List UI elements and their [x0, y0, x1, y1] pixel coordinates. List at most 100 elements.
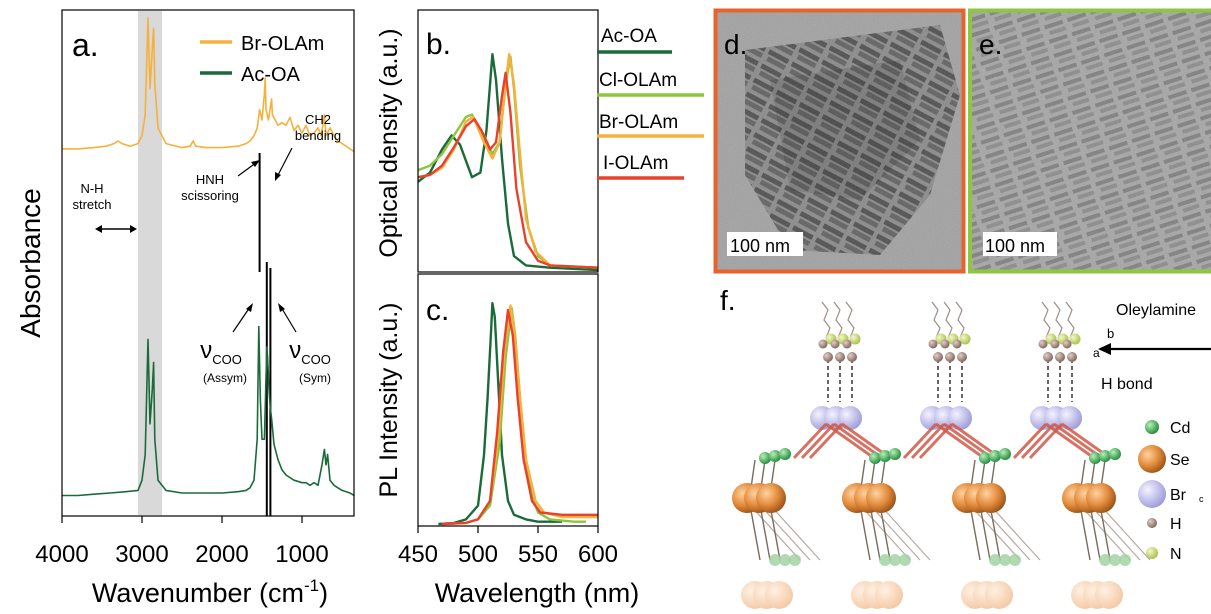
ligand-chain	[1053, 301, 1063, 339]
panel-label-a: a.	[72, 27, 99, 63]
br-cd-bond	[792, 422, 828, 460]
se-atom	[976, 483, 1006, 513]
cd-se-bond	[1089, 504, 1101, 561]
pointer-arrow-head	[1098, 343, 1111, 355]
panel-b: b. Optical density (a.u.) Ac-OA Cl-OLAm …	[375, 9, 704, 273]
n-legend-swatch	[1146, 547, 1158, 559]
assym-label: (Assym)	[203, 371, 247, 385]
legend-label-br-olam: Br-OLAm	[599, 112, 678, 133]
cd-legend-swatch	[1145, 420, 1159, 434]
legend-label-cl-olam: Cl-OLAm	[599, 70, 677, 91]
br-cd-bond	[1028, 422, 1064, 460]
cd-atom	[759, 452, 771, 464]
series-line-i-olam	[418, 71, 598, 269]
image-frame-e	[968, 8, 1211, 274]
series-line-i-olam	[441, 308, 598, 526]
cd-se-bond	[769, 504, 821, 561]
h-atom	[1067, 352, 1077, 362]
cd-atom	[879, 450, 891, 462]
nh-arrow-left-head	[95, 225, 102, 233]
cd-atom	[1109, 554, 1121, 566]
br-cd-bond	[918, 422, 954, 460]
br-legend-swatch	[1138, 480, 1166, 508]
cd-se-bond	[1099, 504, 1111, 561]
scale-bar-label-e: 100 nm	[985, 236, 1045, 256]
vertical-markers	[258, 153, 272, 516]
cd-se-bond	[989, 504, 1001, 561]
h-atom	[957, 352, 967, 362]
cd-se-bond	[979, 504, 991, 561]
nu-coo-assym-label: νCOO	[200, 337, 242, 367]
h-atom	[928, 339, 938, 349]
series-line-br-olam	[62, 17, 354, 153]
cd-atom	[999, 554, 1011, 566]
cd-se-bond	[759, 504, 771, 561]
hnh-arrow-head	[251, 160, 260, 167]
cd-se-bond	[749, 504, 761, 561]
h-atom	[952, 339, 962, 349]
cd-se-bond	[859, 504, 871, 561]
ch2-arrow	[276, 147, 293, 178]
cd-atom	[1119, 554, 1131, 566]
x-tick-label: 2000	[195, 541, 248, 568]
cd-se-bond	[869, 504, 881, 561]
se-atom	[866, 483, 896, 513]
se-atom	[1095, 581, 1123, 609]
legend-b: Ac-OA Cl-OLAm Br-OLAm I-OLAm	[597, 26, 704, 180]
legend-label-br-olam: Br-OLAm	[241, 33, 324, 55]
x-ticks: 450 500 550 600	[398, 526, 618, 568]
plot-frame-c	[417, 273, 599, 527]
x-tick-label: 600	[578, 541, 618, 568]
cd-atom	[769, 450, 781, 462]
cd-atom	[989, 450, 1001, 462]
panel-label-e: e.	[979, 29, 1002, 60]
cd-atom	[1099, 450, 1111, 462]
n-legend-label: N	[1170, 546, 1182, 563]
nh-stretch-label: N-H stretch	[72, 181, 111, 212]
axis-a-label: a	[1093, 346, 1100, 360]
se-legend-label: Se	[1170, 452, 1190, 469]
cd-atom	[1089, 452, 1101, 464]
bond-label: H bond	[1101, 376, 1153, 393]
x-tick-label: 500	[458, 541, 498, 568]
cd-se-bond	[979, 504, 1031, 561]
br-cd-bond	[1012, 422, 1048, 460]
h-atom	[842, 339, 852, 349]
h-legend-label: H	[1170, 516, 1182, 533]
cd-legend-label: Cd	[1170, 420, 1190, 437]
panel-label-f: f.	[720, 285, 736, 316]
cd-se-bond	[769, 504, 781, 561]
h-atom	[1050, 339, 1060, 349]
h-atom	[830, 339, 840, 349]
cd-atom	[779, 554, 791, 566]
sym-arrow-head	[278, 303, 285, 312]
ligand-chain	[931, 301, 941, 339]
assym-arrow-head	[246, 303, 253, 312]
cd-atom	[779, 448, 791, 460]
legend-label-ac-oa: Ac-OA	[241, 64, 301, 86]
br-cd-bond	[1020, 422, 1056, 460]
h-atom	[835, 352, 845, 362]
se-atom	[1086, 483, 1116, 513]
y-axis-label: PL Intensity (a.u.)	[375, 303, 403, 498]
shaded-band	[138, 11, 162, 515]
h-atom	[1043, 352, 1053, 362]
cd-atom	[999, 448, 1011, 460]
scale-bar-label-d: 100 nm	[730, 236, 790, 256]
panel-label-d: d.	[724, 29, 747, 60]
y-axis-label: Absorbance	[15, 188, 46, 337]
ligand-chain	[1065, 301, 1075, 339]
panel-label-c: c.	[426, 294, 449, 327]
panel-e: e. 100 nm	[968, 8, 1211, 274]
panel-label-b: b.	[426, 28, 451, 61]
x-tick-label: 1000	[275, 541, 328, 568]
cd-se-bond	[879, 504, 891, 561]
series-group	[418, 53, 598, 272]
ligand-label: Oleylamine	[1116, 302, 1196, 319]
panel-c: 450 500 550 600 c. PL Intensity (a.u.) Wave…	[375, 273, 639, 608]
legend-label-ac-oa: Ac-OA	[601, 26, 657, 47]
h-atom	[818, 339, 828, 349]
cd-se-bond	[1089, 504, 1141, 561]
x-tick-label: 450	[398, 541, 438, 568]
